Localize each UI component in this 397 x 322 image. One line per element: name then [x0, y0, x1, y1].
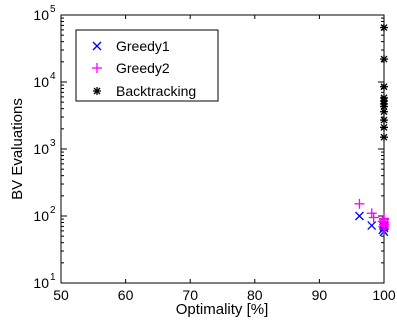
y-tick-label: 10 5 — [33, 4, 56, 23]
data-point-greedy2 — [379, 223, 389, 234]
y-axis-label: BV Evaluations — [9, 98, 26, 200]
data-point-backtracking — [380, 123, 388, 132]
y-tick-label-exponent: 2 — [50, 205, 56, 216]
y-tick-label-base: 10 — [33, 275, 49, 291]
data-point-backtracking — [380, 55, 388, 64]
legend-label-greedy1: Greedy1 — [116, 38, 170, 54]
data-point-greedy2 — [354, 198, 365, 209]
data-point-greedy2 — [366, 208, 377, 219]
data-point-greedy1 — [354, 211, 364, 221]
legend-marker-backtracking — [93, 87, 101, 95]
y-tick-label: 10 1 — [33, 272, 56, 291]
y-tick-label-exponent: 1 — [50, 272, 56, 283]
x-tick-label: 50 — [53, 287, 69, 303]
data-points — [354, 23, 389, 237]
legend-markers — [92, 41, 102, 95]
x-tick-label: 80 — [247, 287, 263, 303]
x-tick-label: 70 — [182, 287, 198, 303]
y-tick-label: 10 2 — [33, 205, 56, 224]
legend-label-backtracking: Backtracking — [116, 83, 196, 99]
y-tick-label: 10 3 — [33, 138, 56, 157]
x-tick-label: 90 — [312, 287, 328, 303]
legend-label-greedy2: Greedy2 — [116, 60, 170, 76]
data-point-backtracking — [380, 23, 388, 32]
y-tick-label-exponent: 4 — [50, 71, 56, 82]
y-tick-label-base: 10 — [33, 7, 49, 23]
x-tick-label: 60 — [118, 287, 134, 303]
x-axis-label: Optimality [%] — [176, 301, 269, 318]
y-tick-label-base: 10 — [33, 74, 49, 90]
data-point-backtracking — [380, 116, 388, 125]
y-tick-label-exponent: 3 — [50, 138, 56, 149]
legend: Greedy1 Greedy2 Backtracking — [75, 29, 219, 102]
legend-marker-greedy1 — [92, 41, 102, 51]
data-point-backtracking — [380, 133, 388, 142]
data-point-backtracking — [380, 82, 388, 91]
y-tick-label-base: 10 — [33, 141, 49, 157]
y-tick-label: 10 4 — [33, 71, 56, 90]
x-tick-label: 100 — [372, 287, 396, 303]
data-point-greedy1 — [367, 221, 377, 231]
data-point-backtracking — [380, 107, 388, 116]
x-tick-labels: 50 60 70 80 90 100 — [53, 287, 396, 303]
y-tick-label-base: 10 — [33, 208, 49, 224]
y-tick-label-exponent: 5 — [50, 4, 56, 15]
legend-marker-greedy2 — [92, 63, 102, 73]
data-point-greedy2 — [379, 213, 389, 224]
data-point-greedy2 — [368, 212, 379, 223]
